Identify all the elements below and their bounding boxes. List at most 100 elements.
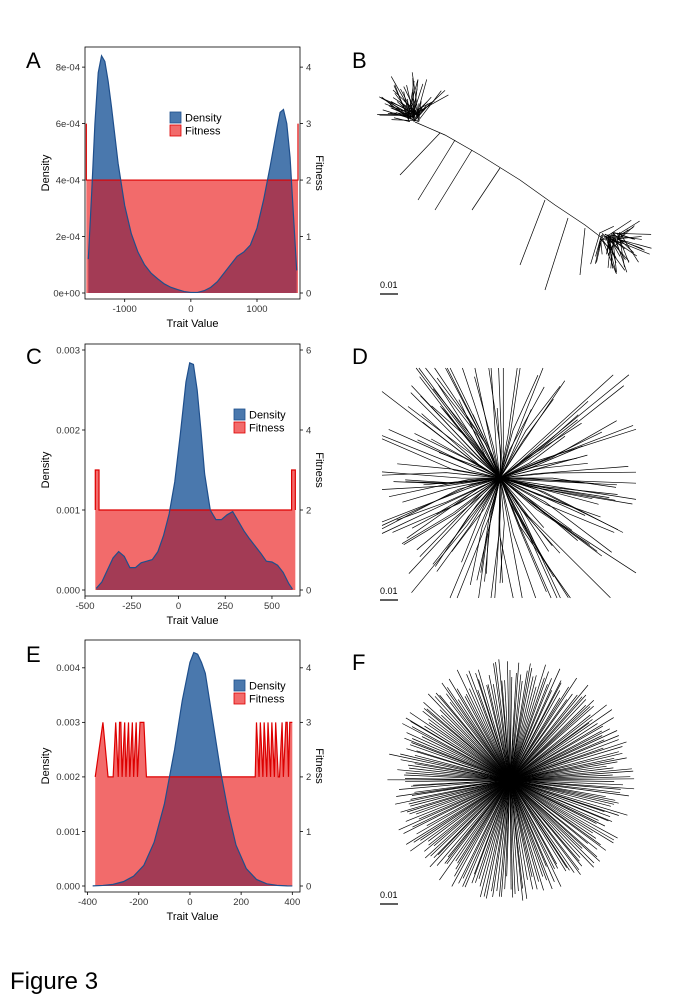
tree-branch [499,477,624,533]
y-right-axis-title-c: Fitness [313,452,325,488]
tree-branch [411,477,501,529]
tree-branch [499,477,561,599]
tree-branch [414,779,511,793]
tree-branch [509,682,562,781]
y-right-tick-label: 0 [306,881,311,892]
x-ticks-a: -1000 0 1000 [113,299,268,315]
y-left-tick-label: 6e-04 [56,119,80,130]
tree-branch [509,779,621,790]
density-line [95,361,294,590]
tree-branch [410,779,511,800]
tree-branch [499,462,588,479]
tree-branch [499,477,523,599]
x-axis-title-e: Trait Value [167,911,219,923]
panel-letter-c: C [26,344,42,369]
panel-letter-d: D [352,344,368,369]
panel-letter-b: B [352,48,367,73]
y-left-tick-label: 4e-04 [56,175,80,186]
y-right-tick-label: 4 [306,425,311,436]
tree-branch [457,699,511,781]
density-line [87,54,298,294]
tree-branch [403,91,410,119]
tree-branch [405,477,501,484]
tree-branch [509,667,533,781]
tree-branch [499,477,545,528]
tree-branches-d [381,367,637,599]
tree-branch [404,774,511,781]
tree-branch [499,385,561,479]
tree-branch [398,779,511,790]
tree-branch [499,374,614,479]
tree-branch [498,477,503,583]
tree-branch [509,779,553,890]
tree-branch [499,380,566,479]
tree-branch [610,235,615,269]
tree-branch [474,367,501,479]
tree-branch [397,463,501,479]
tree-branch [499,477,615,533]
tree-branch [389,753,511,781]
tree-branch [509,765,607,781]
tree-branch [427,693,511,781]
tree-branch [447,779,511,858]
tree-branch [416,750,511,781]
tree-branch [501,680,511,781]
tree-branch [408,779,511,805]
tree-branch [509,699,595,781]
x-tick-label: 200 [233,897,249,908]
tree-branch [410,779,511,807]
tree-branch [509,779,547,867]
tree-branch [499,409,532,479]
x-tick-label: -250 [122,601,141,612]
tree-branch [509,693,573,781]
legend-swatch-fitness [169,124,182,137]
tree-branch [469,688,511,781]
tree-branch [434,367,501,479]
density-fitness-chart-a: A -1000 0 1000 0e+00 2e-04 4e-04 6e-04 8e-04 0… [26,46,325,330]
y-left-tick-label: 0.000 [56,881,80,892]
x-tick-label: 1000 [246,304,267,315]
tree-branch [410,392,501,479]
tree-branch [476,477,501,581]
tree-branch [381,477,501,534]
tree-branch [491,779,511,892]
tree-branch [600,238,614,252]
tree-branch [405,779,511,822]
tree-branch [403,477,501,546]
tree-branch [579,227,586,276]
tree-branch [499,386,545,479]
tree-branch [424,779,511,859]
tree-branch [509,677,577,781]
panel-letter-e: E [26,642,41,667]
tree-branch [509,671,549,781]
tree-branch [612,239,650,255]
x-tick-label: 500 [264,601,280,612]
tree-branch [509,767,614,781]
tree-branch [411,96,432,119]
tree-branch [509,779,547,881]
tree-branch [397,769,511,781]
plot-area-e [92,651,293,887]
tree-branch [499,477,593,500]
tree-branch [429,779,511,868]
tree-branch [509,723,598,781]
scale-label-f: 0.01 [380,890,398,900]
plot-area-c [94,361,296,590]
tree-branch [462,367,501,479]
plot-frame-a [84,46,301,300]
tree-branch [509,690,561,781]
tree-branch [509,779,516,895]
tree-branch [509,741,627,781]
tree-branch [509,761,618,781]
legend-swatch-density [233,408,246,421]
tree-branch [471,167,501,211]
tree-branch [381,477,501,530]
tree-branch [416,477,501,551]
x-ticks-c: -500 -250 0 250 500 [75,596,280,612]
tree-branch [605,235,617,274]
tree-branch [496,407,501,479]
tree-branch [410,779,511,852]
tree-branch [509,690,553,781]
y-left-tick-label: 0.004 [56,663,80,674]
tree-branch [447,687,511,781]
